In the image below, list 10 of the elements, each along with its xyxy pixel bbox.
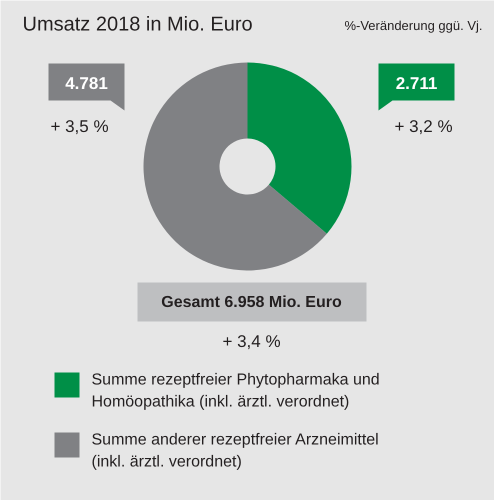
legend-label: Summe anderer rezeptfreier Arzneimittel (inkl. ärztl. verordnet) [92,432,379,471]
text: + 3,4 % [222,332,281,351]
data-label: 2.711 [396,74,438,93]
chart-subtitle: %-Veränderung ggü. Vj. [344,18,483,33]
data-label: 4.781 [65,74,108,93]
chart-title: Umsatz 2018 in Mio. Euro [22,14,253,36]
text: + 3,2 % [394,117,453,136]
legend-label: Summe rezeptfreier Phytopharmaka und Homöopathika (inkl. ärztl. verordnet) [92,372,380,411]
text: + 3,5 % [50,117,109,136]
text: Gesamt 6.958 Mio. Euro [161,294,342,311]
